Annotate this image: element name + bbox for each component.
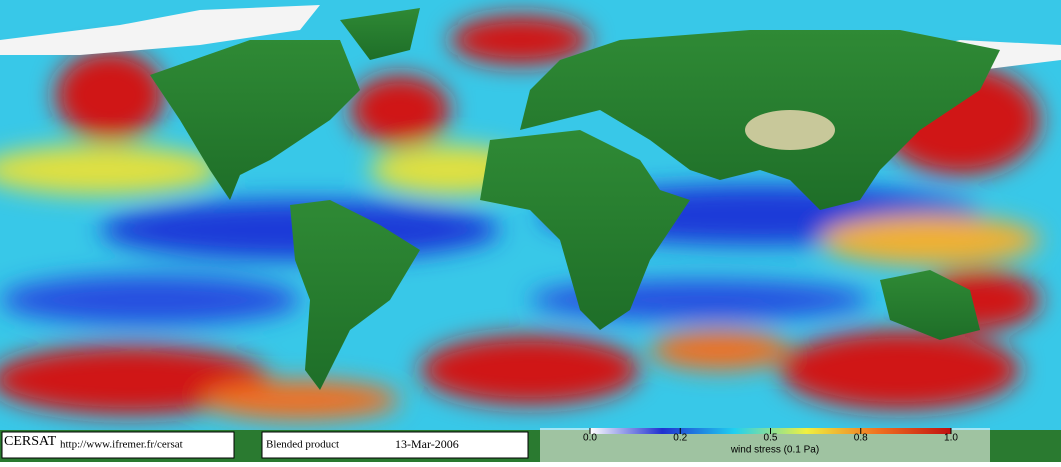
product: Blended product [266,439,339,451]
colorbar-tick-label: 0.0 [583,433,597,444]
logo: CERSAT [4,434,57,449]
url: http://www.ifremer.fr/cersat [60,439,183,451]
colorbar-tick-label: 0.8 [854,433,868,444]
colorbar-label: wind stress (0.1 Pa) [730,445,819,456]
product-box [261,431,529,459]
colorbar-tick-label: 1.0 [944,433,958,444]
date: 13-Mar-2006 [395,437,459,451]
plateau [745,110,835,150]
url-box [1,431,235,459]
colorbar-tick-label: 0.2 [673,433,687,444]
colorbar-tick-label: 0.5 [764,433,778,444]
